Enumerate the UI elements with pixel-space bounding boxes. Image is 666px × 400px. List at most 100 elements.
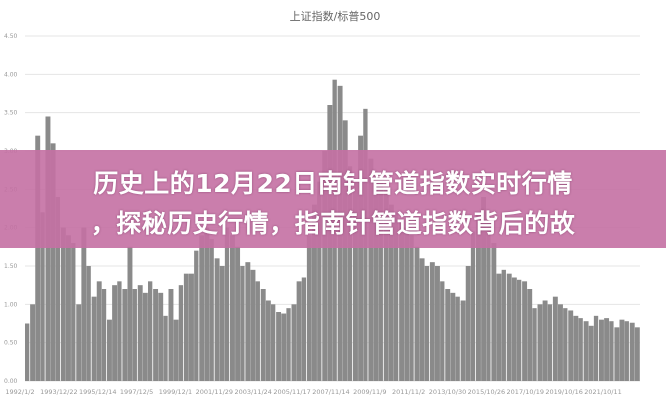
bar (573, 315, 579, 381)
x-tick-label: 1992/1/2 (5, 388, 34, 396)
bar (604, 318, 610, 381)
bar (368, 158, 374, 381)
bar (501, 269, 506, 381)
bar (522, 281, 528, 381)
bar (224, 227, 230, 381)
bar (35, 135, 41, 381)
headline-banner: 历史上的12月22日南针管道指数实时行情 ，探秘历史行情，指南针管道指数背后的故 (0, 150, 666, 248)
bar (204, 227, 210, 381)
bar (158, 292, 164, 381)
bar (450, 292, 456, 381)
bar (66, 235, 71, 381)
bar (424, 266, 430, 381)
bar (465, 266, 471, 381)
y-tick-label: 1.50 (4, 263, 18, 270)
bar (178, 285, 184, 381)
bar (117, 281, 122, 381)
bar (173, 319, 179, 381)
x-tick-label: 2009/11/9 (353, 388, 386, 396)
bar (455, 296, 460, 381)
bar (91, 296, 97, 381)
y-tick-label: 3.50 (4, 110, 18, 117)
x-tick-label: 1993/12/22 (40, 388, 77, 396)
bar (440, 281, 445, 381)
x-tick-label: 2005/11/17 (273, 388, 310, 396)
bar (388, 204, 394, 381)
bar (25, 323, 30, 381)
y-tick-label: 1.00 (4, 301, 18, 308)
bar (142, 292, 148, 381)
x-tick-label: 2021/10/11 (584, 388, 621, 396)
x-tick-label: 1997/12/5 (120, 388, 153, 396)
bar (506, 273, 512, 381)
bar (593, 315, 599, 381)
bar (81, 227, 87, 381)
chart-title: 上证指数/标普500 (290, 9, 381, 23)
bar (445, 289, 451, 381)
bar (148, 281, 153, 381)
bar (306, 235, 312, 381)
bar (558, 304, 563, 381)
y-tick-label: 4.50 (4, 33, 18, 40)
bar (358, 135, 364, 381)
bar (312, 204, 317, 381)
bar (260, 289, 266, 381)
bar (301, 277, 307, 381)
bar (183, 273, 189, 381)
bar (609, 321, 614, 381)
bar (342, 120, 348, 381)
bar (60, 227, 66, 381)
x-tick-label: 2011/11/2 (392, 388, 425, 396)
y-tick-label: 0.00 (4, 378, 18, 385)
bar (378, 181, 383, 381)
bar (255, 281, 260, 381)
bar (588, 325, 594, 381)
bar (568, 310, 574, 381)
x-tick-label: 2007/11/14 (312, 388, 349, 396)
bar (55, 197, 61, 381)
bar (286, 308, 291, 381)
y-tick-label: 0.50 (4, 340, 18, 347)
bar (76, 304, 82, 381)
bar (486, 220, 491, 381)
bar (250, 269, 256, 381)
bar (199, 235, 205, 381)
x-tick-label: 1995/12/14 (79, 388, 116, 396)
bar (86, 266, 91, 381)
bar (399, 220, 405, 381)
bar (189, 273, 194, 381)
bar (470, 231, 476, 381)
bar (614, 327, 620, 381)
bar (409, 235, 414, 381)
bar (168, 289, 174, 381)
bar (137, 285, 143, 381)
bar (107, 319, 112, 381)
bar (296, 281, 302, 381)
bar (96, 281, 102, 381)
bar (563, 308, 568, 381)
bar (599, 319, 604, 381)
bar (230, 235, 235, 381)
bar (383, 189, 389, 381)
bar (429, 262, 435, 381)
bar (265, 300, 271, 381)
bar (45, 116, 51, 381)
bar (511, 277, 517, 381)
bar (240, 266, 245, 381)
headline-line-1: 历史上的12月22日南针管道指数实时行情 (93, 169, 573, 198)
bar (629, 322, 635, 381)
bar (235, 246, 241, 381)
bar (537, 304, 543, 381)
bar (219, 266, 225, 381)
bar (281, 313, 287, 381)
bar (153, 289, 159, 381)
bar (50, 143, 56, 381)
bar (547, 304, 553, 381)
bar (414, 246, 420, 381)
bar (527, 289, 533, 381)
bar (214, 258, 220, 381)
bar (71, 243, 76, 381)
bar (322, 151, 328, 381)
bar (394, 212, 399, 381)
bar (578, 318, 583, 381)
